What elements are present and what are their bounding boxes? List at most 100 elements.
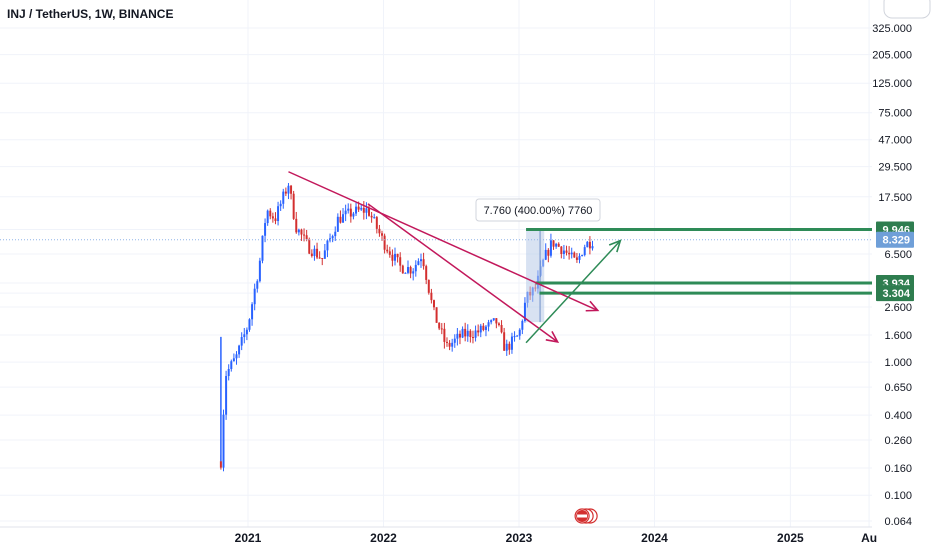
candle-body xyxy=(573,252,576,258)
candle-body xyxy=(308,239,311,254)
projection-arrow-line[interactable] xyxy=(525,240,621,344)
candle-body xyxy=(549,240,552,256)
candle-body xyxy=(292,193,295,219)
level-price-tag xyxy=(876,285,914,302)
candle-body xyxy=(570,252,573,255)
candle-body xyxy=(305,235,308,240)
measure-callout[interactable]: 7.760 (400.00%) 7760 xyxy=(475,198,601,222)
candle-body xyxy=(555,243,558,247)
candle-body xyxy=(575,257,578,260)
trendline-lower[interactable] xyxy=(367,203,559,343)
chart-title: INJ / TetherUS, 1W, BINANCE xyxy=(7,7,174,21)
candle-body xyxy=(484,326,487,330)
candle-body xyxy=(583,247,586,256)
candle-body xyxy=(297,229,300,233)
candle-body xyxy=(451,342,454,347)
candle-body xyxy=(342,214,345,223)
candle-body xyxy=(258,260,261,282)
price-tick-label: 125.000 xyxy=(872,78,912,90)
time-tick-label: 2023 xyxy=(506,531,533,545)
candle-body xyxy=(383,235,386,250)
trendline-upper-arrow-icon xyxy=(585,300,600,312)
candle-body xyxy=(378,228,381,234)
price-tick-label: 17.500 xyxy=(878,192,912,204)
candle-body xyxy=(508,343,511,350)
candle-body xyxy=(500,324,503,333)
candle-body xyxy=(427,279,430,293)
candle-body xyxy=(461,328,464,338)
price-tick-label: 6.500 xyxy=(884,249,912,261)
candle-body xyxy=(479,325,482,333)
candle-body xyxy=(513,336,516,338)
candle-body xyxy=(375,217,378,229)
candle-body xyxy=(360,207,363,210)
candle-body xyxy=(316,248,319,258)
candle-body xyxy=(323,250,326,259)
price-tick-label: 205.000 xyxy=(872,50,912,62)
candle-body xyxy=(557,243,560,247)
trendline-upper[interactable] xyxy=(288,171,599,312)
candle-body xyxy=(422,259,425,267)
candle-body xyxy=(282,191,285,204)
candle-body xyxy=(339,216,342,223)
candle-body xyxy=(386,249,389,252)
candle-body xyxy=(271,216,274,219)
candle-body xyxy=(401,265,404,274)
candle-body xyxy=(544,249,547,260)
current-price-tag-label: 8.329 xyxy=(882,235,910,247)
candle-body xyxy=(445,341,448,343)
chart-settings-button[interactable] xyxy=(883,0,931,19)
time-tick-label: 2025 xyxy=(777,531,804,545)
candle-body xyxy=(448,342,451,347)
candle-body xyxy=(355,206,358,214)
candle-body xyxy=(300,229,303,235)
candle-body xyxy=(334,231,337,237)
candle-body xyxy=(318,257,321,259)
candle-body xyxy=(303,234,306,236)
candle-body xyxy=(277,206,280,222)
candle-body xyxy=(523,302,526,321)
candle-body xyxy=(321,257,324,259)
candle-body xyxy=(227,369,230,377)
candle-body xyxy=(547,249,550,256)
candle-body xyxy=(365,208,368,213)
candle-body xyxy=(219,461,222,468)
measure-callout-text: 7.760 (400.00%) 7760 xyxy=(484,205,593,217)
price-tick-label: 0.160 xyxy=(884,463,912,475)
candle-body xyxy=(407,267,410,273)
candle-body xyxy=(381,233,384,236)
candle-body xyxy=(391,254,394,261)
candle-body xyxy=(456,333,459,339)
candle-body xyxy=(482,325,485,330)
candle-body xyxy=(495,318,498,324)
candle-body xyxy=(261,235,264,261)
price-tick-label: 0.260 xyxy=(884,435,912,447)
candle-body xyxy=(471,337,474,339)
trendline-lower-arrow-icon xyxy=(545,330,560,343)
candle-body xyxy=(430,292,433,301)
candle-body xyxy=(469,330,472,338)
candle-body xyxy=(274,218,277,222)
candle-body xyxy=(414,264,417,272)
candle-body xyxy=(518,329,521,336)
projection-arrow-icon xyxy=(608,239,622,253)
price-tick-label: 0.400 xyxy=(884,410,912,422)
candle-body xyxy=(225,376,228,415)
candle-body xyxy=(336,216,339,232)
candle-body xyxy=(505,343,508,351)
candle-body xyxy=(368,208,371,216)
candle-body xyxy=(412,271,415,274)
candle-body xyxy=(394,253,397,261)
price-tick-label: 75.000 xyxy=(878,108,912,120)
candle-body xyxy=(464,328,467,337)
candle-body xyxy=(266,210,269,224)
candle-body xyxy=(251,304,254,320)
candle-body xyxy=(404,272,407,274)
candle-body xyxy=(552,240,555,247)
price-tick-label: 47.000 xyxy=(878,135,912,147)
candle-body xyxy=(235,354,238,359)
candle-body xyxy=(243,334,246,338)
range-measure-box[interactable] xyxy=(526,229,545,323)
candle-body xyxy=(357,206,360,210)
